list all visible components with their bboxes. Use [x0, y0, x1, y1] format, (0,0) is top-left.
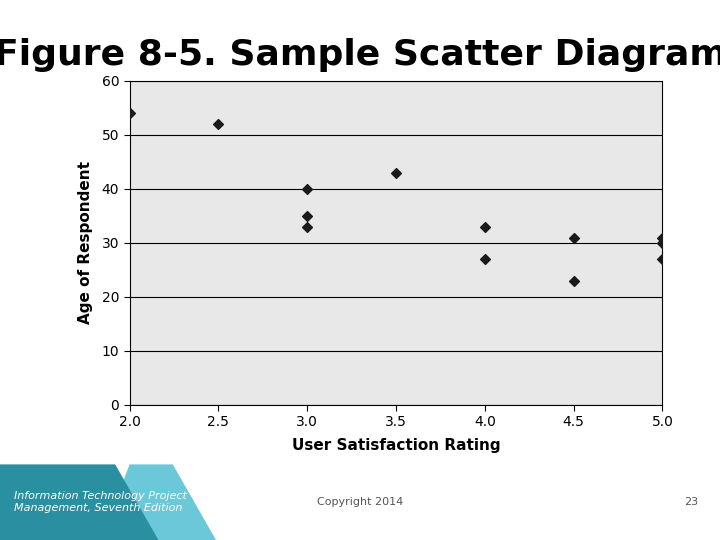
Point	[302, 222, 313, 231]
Point	[390, 168, 402, 177]
Point	[568, 276, 580, 285]
Point	[568, 233, 580, 242]
Text: 23: 23	[684, 497, 698, 507]
Point	[479, 222, 490, 231]
Text: Information Technology Project
Management, Seventh Edition: Information Technology Project Managemen…	[14, 491, 187, 513]
Point	[302, 212, 313, 220]
X-axis label: User Satisfaction Rating: User Satisfaction Rating	[292, 438, 500, 453]
Point	[657, 233, 668, 242]
Y-axis label: Age of Respondent: Age of Respondent	[78, 161, 93, 325]
Point	[124, 109, 135, 118]
Point	[657, 255, 668, 264]
Text: Figure 8-5. Sample Scatter Diagram: Figure 8-5. Sample Scatter Diagram	[0, 38, 720, 72]
Point	[657, 239, 668, 247]
Point	[479, 255, 490, 264]
Polygon shape	[101, 464, 216, 540]
Point	[302, 185, 313, 193]
Polygon shape	[0, 464, 158, 540]
Point	[212, 120, 224, 129]
Text: Copyright 2014: Copyright 2014	[317, 497, 403, 507]
